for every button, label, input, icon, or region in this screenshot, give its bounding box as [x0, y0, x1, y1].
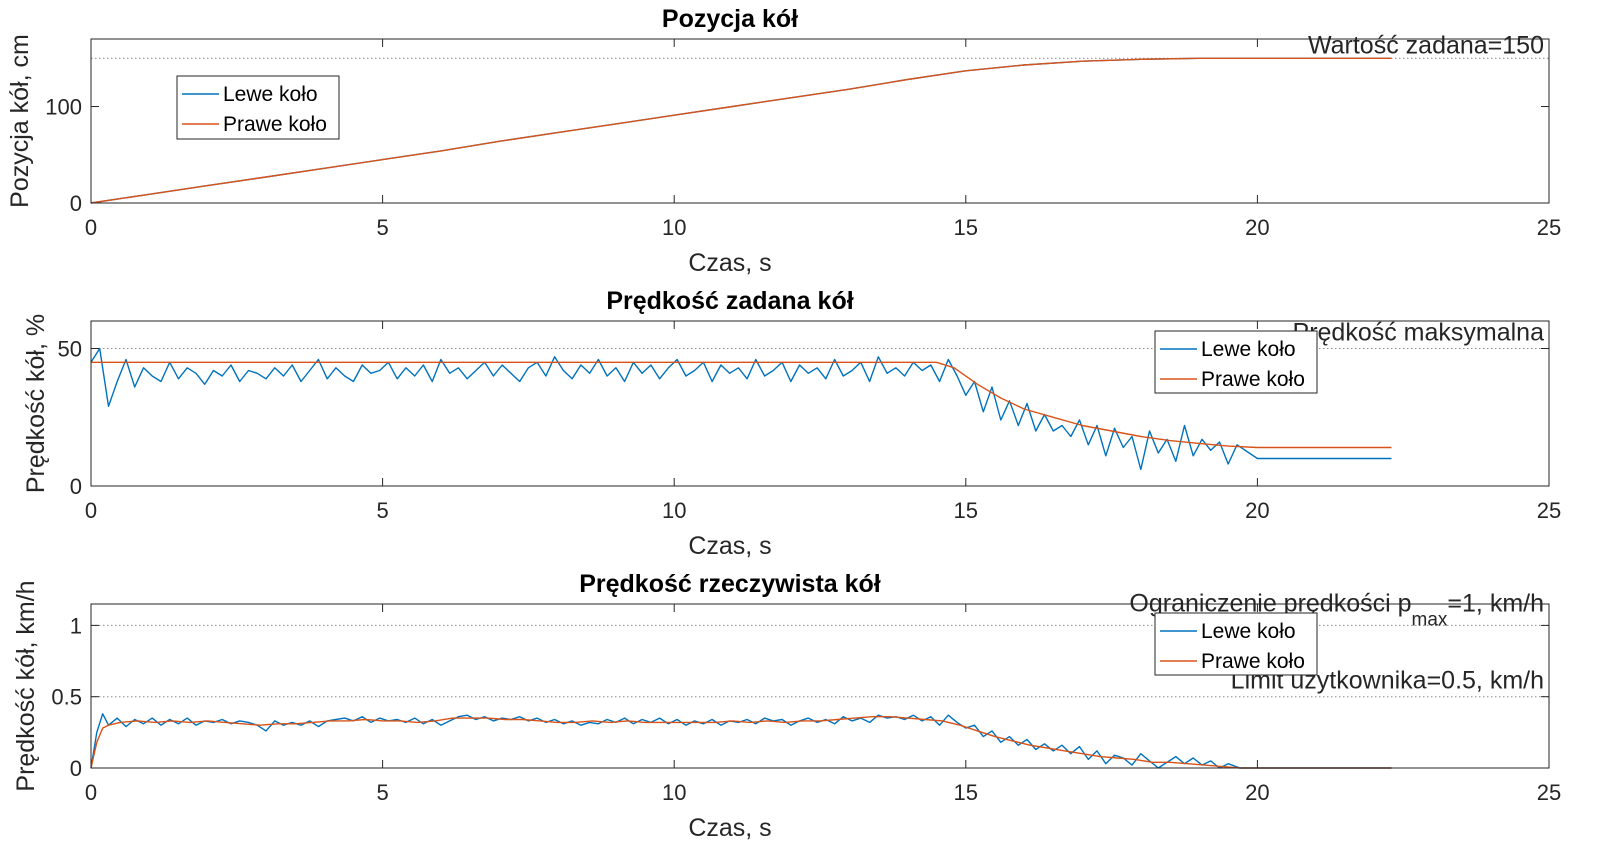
legend-entry: Lewe koło	[1201, 338, 1296, 361]
y-tick-label: 1	[70, 613, 82, 638]
x-tick-label: 10	[662, 215, 686, 240]
x-tick-label: 0	[85, 215, 97, 240]
reference-label-suffix: =1, km/h	[1447, 589, 1544, 617]
y-tick-label: 100	[45, 95, 82, 120]
y-tick-label: 0.5	[51, 685, 82, 710]
legend-entry: Prawe koło	[1201, 368, 1305, 391]
x-tick-label: 15	[954, 215, 978, 240]
legend: Lewe koło Prawe koło	[176, 75, 340, 140]
subplot-3: 0 5 10 15 20 25 0 0.5 1 Prędkość rzeczywista kół C…	[12, 570, 1561, 842]
subplot-2: 0 5 10 15 20 25 0 50 Prędkość zadana kół Czas, s P…	[22, 287, 1561, 560]
chart-title: Prędkość zadana kół	[606, 287, 853, 315]
x-tick-label: 20	[1245, 498, 1269, 523]
y-tick-label: 0	[70, 474, 82, 499]
legend: Lewe koło Prawe koło	[1154, 330, 1318, 394]
legend-entry: Lewe koło	[1201, 620, 1296, 643]
x-tick-label: 20	[1245, 780, 1269, 805]
reference-label-text: Wartość zadana=150	[1308, 31, 1544, 59]
axes-box	[90, 603, 1550, 769]
reference-line-label: Wartość zadana=150	[1308, 31, 1544, 59]
series-line-lewe-kolo	[90, 713, 1392, 769]
x-tick-label: 25	[1537, 215, 1561, 240]
legend-box	[176, 75, 340, 140]
series-line-prawe-kolo	[90, 57, 1392, 204]
chart-title: Pozycja kół	[662, 5, 798, 33]
x-tick-label: 5	[376, 215, 388, 240]
legend-box	[1154, 612, 1318, 676]
x-tick-label: 10	[662, 780, 686, 805]
y-axis-label: Pozycja kół, cm	[6, 34, 34, 208]
legend-entry: Lewe koło	[223, 83, 318, 106]
x-tick-label: 0	[85, 498, 97, 523]
chart-title: Prędkość rzeczywista kół	[579, 570, 881, 598]
subplot-1: 0 5 10 15 20 25 0 100 Pozycja kół Czas, s Pozycja …	[6, 5, 1561, 277]
series-line-lewe-kolo	[90, 347, 1392, 471]
legend: Lewe koło Prawe koło	[1154, 612, 1318, 676]
x-tick-label: 25	[1537, 498, 1561, 523]
x-tick-label: 0	[85, 780, 97, 805]
y-tick-label: 0	[70, 191, 82, 216]
x-tick-label: 15	[954, 780, 978, 805]
x-tick-label: 20	[1245, 215, 1269, 240]
x-tick-label: 15	[954, 498, 978, 523]
series-line-prawe-kolo	[90, 716, 1392, 769]
y-axis-label: Prędkość kół, km/h	[12, 580, 40, 791]
x-axis-label: Czas, s	[688, 814, 771, 842]
legend-box	[1154, 330, 1318, 394]
legend-entry: Prawe koło	[1201, 650, 1305, 673]
y-tick-label: 0	[70, 756, 82, 781]
reference-label-text: Prędkość maksymalna	[1293, 319, 1545, 347]
legend-entry: Prawe koło	[223, 113, 327, 136]
axes-box	[90, 320, 1550, 487]
x-tick-label: 25	[1537, 780, 1561, 805]
y-tick-label: 50	[58, 337, 82, 362]
x-axis-label: Czas, s	[688, 249, 771, 277]
reference-label-subscript: max	[1412, 609, 1448, 630]
y-axis-label: Prędkość kół, %	[22, 314, 50, 493]
x-tick-label: 10	[662, 498, 686, 523]
series-line-prawe-kolo	[91, 361, 1392, 449]
x-axis-label: Czas, s	[688, 532, 771, 560]
axes-box	[90, 38, 1550, 204]
x-tick-label: 5	[376, 498, 388, 523]
reference-line-label: Prędkość maksymalna	[1293, 319, 1545, 347]
x-tick-label: 5	[376, 780, 388, 805]
